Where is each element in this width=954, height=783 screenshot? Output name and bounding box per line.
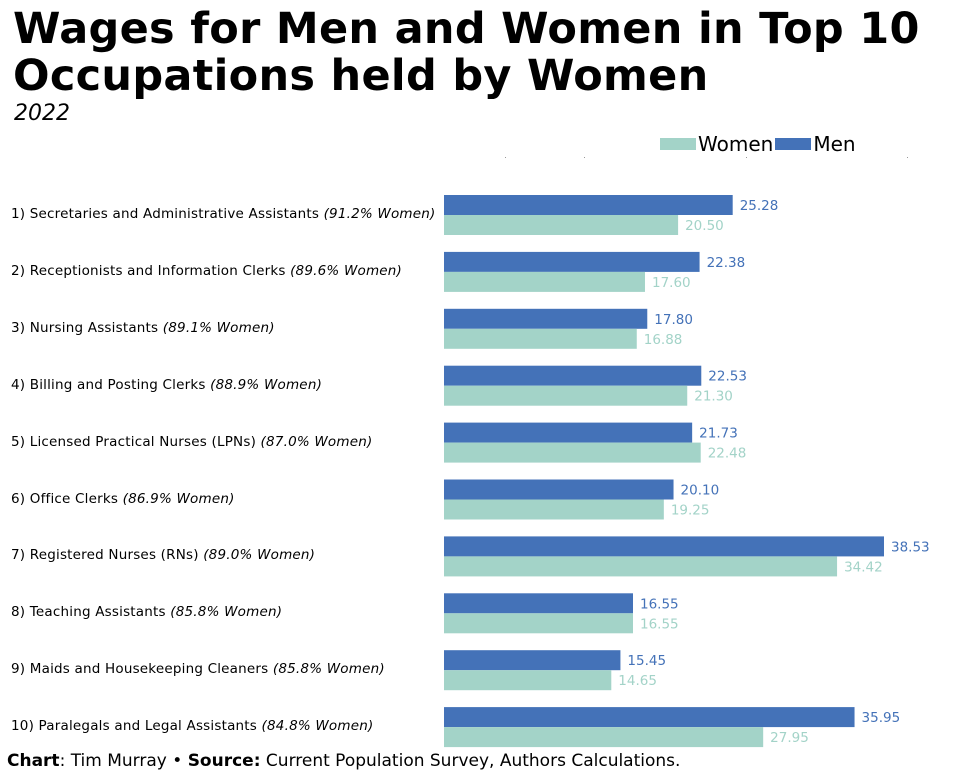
data-label-women: 17.60 bbox=[652, 275, 691, 291]
category-share: (85.8% Women) bbox=[170, 604, 283, 621]
bar-women bbox=[444, 442, 701, 463]
separator-dot bbox=[907, 157, 908, 158]
bar-women bbox=[444, 385, 688, 406]
bar-women bbox=[444, 556, 838, 577]
category-name: 7) Registered Nurses (RNs) bbox=[11, 547, 204, 564]
bar-men bbox=[444, 195, 733, 215]
data-label-women: 34.42 bbox=[844, 559, 883, 575]
category-share: (87.0% Women) bbox=[260, 433, 373, 450]
bar-women bbox=[444, 670, 612, 691]
bar-men bbox=[444, 707, 855, 728]
data-label-men: 22.53 bbox=[708, 369, 747, 385]
footer-source-value: Current Population Survey, Authors Calcu… bbox=[260, 751, 681, 771]
category-share: (89.1% Women) bbox=[162, 319, 275, 336]
category-name: 2) Receptionists and Information Clerks bbox=[11, 262, 291, 279]
chart-title: Wages for Men and Women in Top 10 Occupa… bbox=[13, 4, 920, 101]
category-label: 8) Teaching Assistants (85.8% Women) bbox=[11, 602, 282, 622]
legend-label-men: Men bbox=[813, 132, 856, 156]
bar-men bbox=[444, 365, 702, 386]
category-name: 5) Licensed Practical Nurses (LPNs) bbox=[11, 433, 261, 450]
data-label-men: 35.95 bbox=[862, 710, 901, 726]
legend: Women Men bbox=[660, 132, 858, 156]
category-name: 6) Office Clerks bbox=[11, 490, 123, 507]
category-name: 3) Nursing Assistants bbox=[11, 319, 163, 336]
data-label-men: 22.38 bbox=[707, 255, 746, 271]
bar-men bbox=[444, 251, 700, 272]
separator-dot bbox=[746, 157, 747, 158]
data-label-women: 16.55 bbox=[640, 616, 679, 632]
category-label: 5) Licensed Practical Nurses (LPNs) (87.… bbox=[11, 432, 372, 452]
data-label-men: 15.45 bbox=[627, 653, 666, 669]
data-label-men: 20.10 bbox=[681, 483, 720, 499]
chart-footer: Chart: Tim Murray • Source: Current Popu… bbox=[7, 751, 680, 771]
footer-separator: • bbox=[166, 751, 188, 771]
bar-men bbox=[444, 536, 884, 557]
data-label-women: 14.65 bbox=[618, 673, 657, 689]
bar-women bbox=[444, 499, 664, 520]
bar-men bbox=[444, 593, 633, 614]
category-share: (89.6% Women) bbox=[290, 262, 403, 279]
bar-men bbox=[444, 308, 648, 329]
category-share: (89.0% Women) bbox=[203, 547, 316, 564]
category-label: 9) Maids and Housekeeping Cleaners (85.8… bbox=[11, 659, 385, 679]
category-share: (91.2% Women) bbox=[323, 206, 436, 222]
category-share: (84.8% Women) bbox=[261, 718, 374, 735]
data-label-men: 17.80 bbox=[654, 312, 693, 328]
category-label: 6) Office Clerks (86.9% Women) bbox=[11, 489, 235, 509]
data-label-women: 21.30 bbox=[694, 389, 733, 405]
category-label: 7) Registered Nurses (RNs) (89.0% Women) bbox=[11, 545, 315, 565]
bar-women bbox=[444, 613, 633, 634]
category-name: 9) Maids and Housekeeping Cleaners bbox=[11, 661, 273, 678]
data-label-women: 22.48 bbox=[708, 446, 747, 462]
separator-dot bbox=[584, 157, 585, 158]
bar-men bbox=[444, 479, 674, 500]
data-label-men: 25.28 bbox=[740, 198, 779, 214]
legend-swatch-women bbox=[660, 138, 696, 150]
bar-women bbox=[444, 271, 645, 292]
category-label: 3) Nursing Assistants (89.1% Women) bbox=[11, 318, 275, 338]
data-label-women: 27.95 bbox=[770, 730, 809, 746]
bar-men bbox=[444, 650, 621, 671]
category-name: 1) Secretaries and Administrative Assist… bbox=[11, 206, 324, 222]
data-label-men: 16.55 bbox=[640, 596, 679, 612]
category-name: 8) Teaching Assistants bbox=[11, 604, 171, 621]
footer-chart-label: Chart bbox=[7, 751, 60, 771]
bar-women bbox=[444, 215, 679, 235]
category-label: 10) Paralegals and Legal Assistants (84.… bbox=[11, 716, 373, 736]
data-label-women: 20.50 bbox=[685, 218, 724, 234]
legend-item-men: Men bbox=[775, 132, 856, 156]
category-name: 10) Paralegals and Legal Assistants bbox=[11, 718, 262, 735]
footer-chart-value: : Tim Murray bbox=[59, 751, 167, 771]
category-label: 2) Receptionists and Information Clerks … bbox=[11, 261, 402, 281]
bar-women bbox=[444, 727, 764, 748]
bar-women bbox=[444, 328, 637, 349]
data-label-women: 16.88 bbox=[644, 332, 683, 348]
separator-dot bbox=[505, 157, 506, 158]
category-name: 4) Billing and Posting Clerks bbox=[11, 376, 211, 393]
legend-swatch-men bbox=[775, 138, 812, 150]
category-share: (85.8% Women) bbox=[272, 661, 385, 678]
legend-item-women: Women bbox=[660, 132, 773, 156]
data-label-men: 38.53 bbox=[891, 539, 930, 555]
bar-men bbox=[444, 422, 693, 443]
category-share: (88.9% Women) bbox=[210, 376, 323, 393]
data-label-women: 19.25 bbox=[671, 503, 710, 519]
legend-label-women: Women bbox=[698, 132, 774, 156]
category-share: (86.9% Women) bbox=[122, 490, 235, 507]
data-label-men: 21.73 bbox=[699, 426, 738, 442]
category-label: 4) Billing and Posting Clerks (88.9% Wom… bbox=[11, 375, 322, 395]
category-label: 1) Secretaries and Administrative Assist… bbox=[11, 204, 436, 224]
chart-subtitle: 2022 bbox=[14, 101, 70, 126]
footer-source-label: Source: bbox=[187, 751, 261, 771]
